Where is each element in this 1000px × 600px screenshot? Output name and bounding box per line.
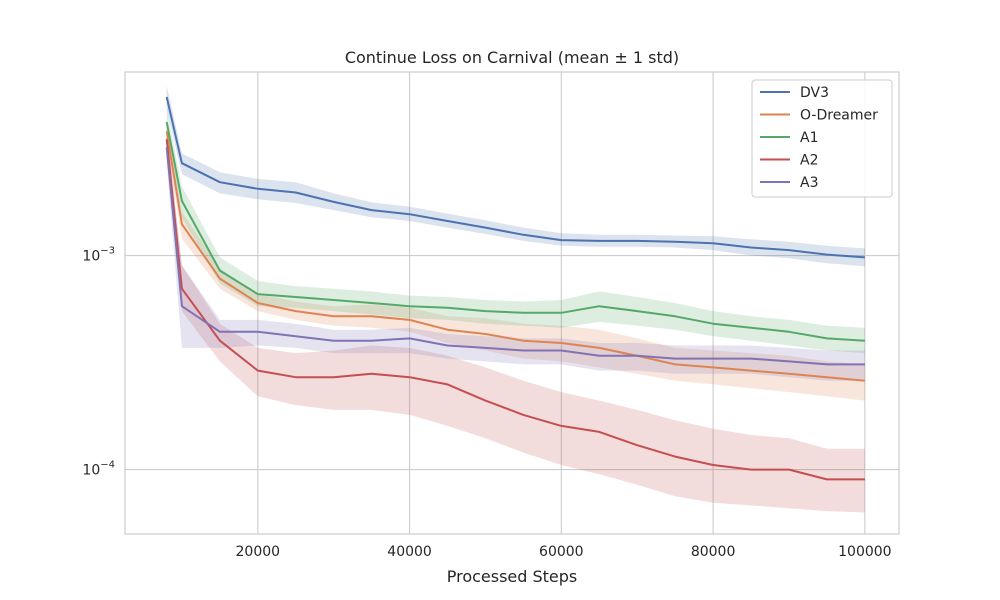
line-o-dreamer xyxy=(165,131,865,382)
x-axis-title: Processed Steps xyxy=(447,567,578,586)
y-tick-labels: 10−3 10−4 xyxy=(82,246,115,479)
std-bands xyxy=(166,85,865,513)
legend-box xyxy=(751,79,893,198)
line-dv3 xyxy=(165,96,865,259)
x-tick-labels: 20000 40000 60000 80000 100000 xyxy=(236,544,892,560)
series-lines xyxy=(165,96,865,481)
band-a3 xyxy=(166,133,865,381)
band-o-dreamer xyxy=(166,119,865,401)
band-a2 xyxy=(166,124,865,513)
x-tick-label: 40000 xyxy=(387,544,432,560)
band-a1 xyxy=(166,109,865,354)
legend: DV3 O-Dreamer A1 A2 A3 xyxy=(751,79,893,198)
line-a1 xyxy=(165,121,865,342)
band-dv3 xyxy=(166,85,865,267)
legend-label: DV3 xyxy=(800,85,829,101)
legend-label: A1 xyxy=(800,130,818,146)
y-tick-label: 10−4 xyxy=(82,460,115,479)
line-a3 xyxy=(165,147,865,366)
x-tick-label: 20000 xyxy=(236,544,281,560)
x-tick-label: 80000 xyxy=(691,544,736,560)
legend-label: A3 xyxy=(800,175,818,191)
legend-label: A2 xyxy=(800,153,818,169)
y-tick-label: 10−3 xyxy=(82,246,115,265)
chart-title: Continue Loss on Carnival (mean ± 1 std) xyxy=(345,48,679,67)
line-a2 xyxy=(165,138,865,481)
x-tick-label: 100000 xyxy=(838,544,891,560)
plot-frame xyxy=(124,71,900,535)
x-tick-label: 60000 xyxy=(539,544,584,560)
legend-label: O-Dreamer xyxy=(800,108,878,124)
